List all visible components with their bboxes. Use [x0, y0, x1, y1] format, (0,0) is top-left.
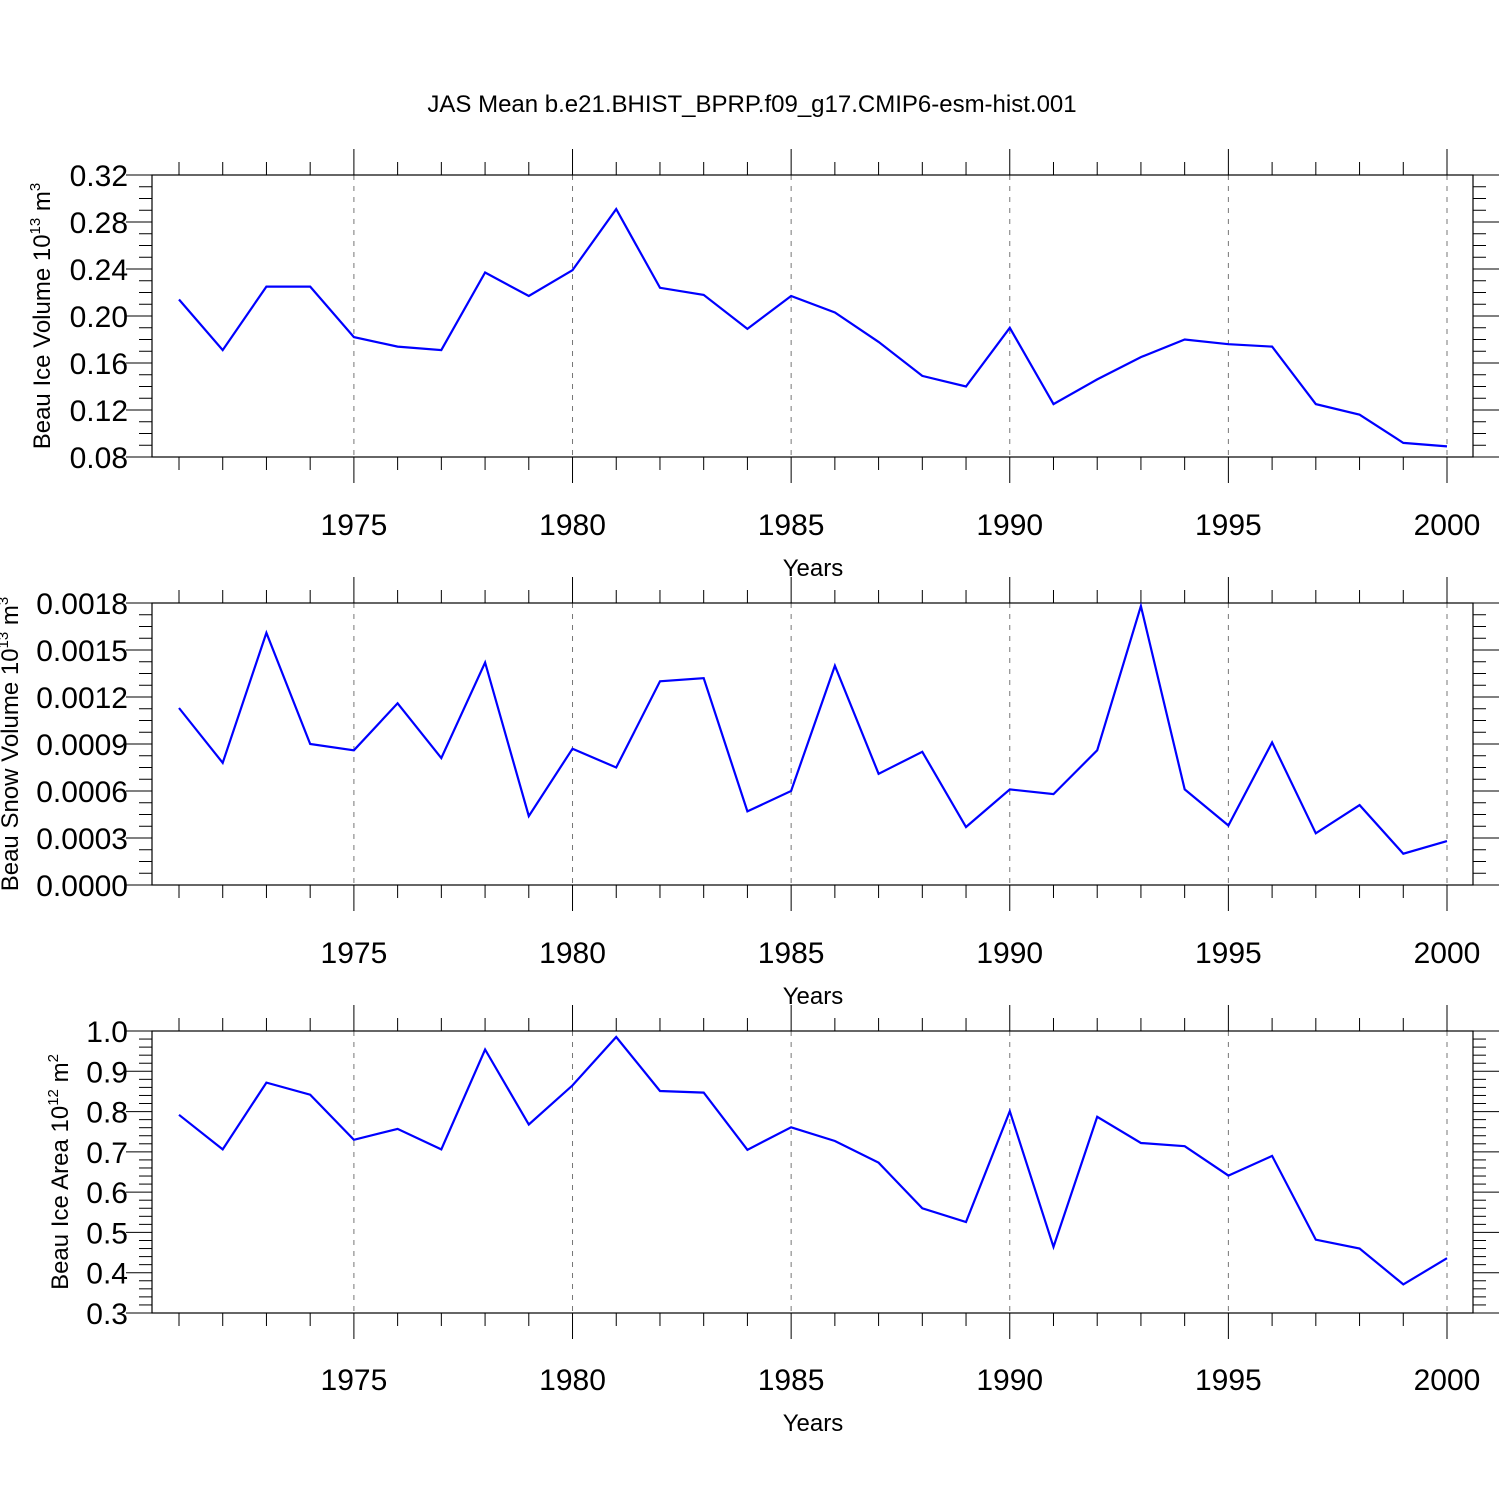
- series-line: [178, 601, 1448, 855]
- y-tick-label: 0.8: [86, 1097, 128, 1130]
- y-tick-label: 0.0003: [36, 823, 128, 856]
- x-tick-label: 1975: [321, 937, 388, 970]
- y-tick-label: 0.0009: [36, 729, 128, 762]
- y-tick-label: 0.28: [70, 207, 128, 240]
- x-tick-label: 1995: [1195, 1364, 1262, 1397]
- y-tick-label: 0.0006: [36, 776, 128, 809]
- x-tick-label: 1990: [976, 1364, 1043, 1397]
- y-tick-label: 0.32: [70, 160, 128, 193]
- y-axis-title-superscript: 13: [0, 632, 12, 649]
- series-line: [178, 1035, 1448, 1286]
- y-tick-label: 0.12: [70, 395, 128, 428]
- x-tick-label: 1995: [1195, 937, 1262, 970]
- y-tick-label: 0.5: [86, 1217, 128, 1250]
- x-tick-label: 2000: [1414, 937, 1481, 970]
- plot-frame: [151, 174, 1474, 458]
- y-tick-label: 0.0018: [36, 588, 128, 621]
- x-tick-label: 1985: [758, 1364, 825, 1397]
- y-axis-title-superscript: 3: [0, 597, 12, 605]
- chart-panel-3: 0.3 0.4 0.5 0.6 0.7 0.8 0.9 1.0 1975 1980 1985 1990…: [45, 1005, 1499, 1437]
- y-axis-title-part: m: [47, 1062, 74, 1089]
- series-line: [178, 207, 1448, 448]
- y-axis-title: Beau Ice Volume 1013 m3: [27, 183, 56, 450]
- y-axis-title-part: m: [29, 191, 56, 218]
- plot-frame: [151, 1030, 1474, 1314]
- x-tick-label: 1980: [539, 937, 606, 970]
- x-tick-label: 1990: [976, 937, 1043, 970]
- x-tick-label: 1980: [539, 509, 606, 542]
- y-axis-title-part: m: [0, 605, 24, 632]
- y-axis-title: Beau Ice Area 1012 m2: [45, 1054, 74, 1290]
- x-tick-label: 1975: [321, 509, 388, 542]
- y-tick-label: 0.6: [86, 1177, 128, 1210]
- x-tick-label: 1990: [976, 509, 1043, 542]
- y-axis-title-superscript: 3: [27, 183, 44, 191]
- y-tick-label: 0.20: [70, 301, 128, 334]
- y-axis-title-superscript: 2: [45, 1054, 62, 1062]
- y-axis-title: Beau Snow Volume 1013 m3: [0, 597, 24, 892]
- plot-frame: [151, 602, 1474, 886]
- x-tick-label: 1980: [539, 1364, 606, 1397]
- x-tick-label: 2000: [1414, 1364, 1481, 1397]
- x-axis-title: Years: [783, 983, 844, 1010]
- y-tick-label: 0.9: [86, 1056, 128, 1089]
- y-tick-label: 0.16: [70, 348, 128, 381]
- y-tick-label: 0.24: [70, 254, 128, 287]
- y-tick-label: 0.0000: [36, 870, 128, 903]
- x-axis-title: Years: [783, 1410, 844, 1437]
- y-tick-label: 0.08: [70, 442, 128, 475]
- y-tick-label: 1.0: [86, 1016, 128, 1049]
- y-axis-title-superscript: 13: [27, 218, 44, 235]
- y-tick-label: 0.4: [86, 1258, 128, 1291]
- x-tick-label: 1985: [758, 509, 825, 542]
- x-tick-label: 2000: [1414, 509, 1481, 542]
- y-axis-title-part: Beau Snow Volume 10: [0, 648, 24, 891]
- y-axis-title-part: Beau Ice Volume 10: [29, 234, 56, 449]
- x-axis-title: Years: [783, 555, 844, 582]
- y-tick-label: 0.0012: [36, 682, 128, 715]
- x-tick-label: 1995: [1195, 509, 1262, 542]
- y-tick-label: 0.0015: [36, 635, 128, 668]
- x-tick-label: 1985: [758, 937, 825, 970]
- chart-panel-2: 0.0000 0.0003 0.0006 0.0009 0.0012 0.0015 0.00…: [0, 577, 1499, 1010]
- y-tick-label: 0.3: [86, 1298, 128, 1331]
- y-tick-label: 0.7: [86, 1137, 128, 1170]
- y-axis-title-superscript: 12: [45, 1089, 62, 1106]
- page-title: JAS Mean b.e21.BHIST_BPRP.f09_g17.CMIP6-…: [427, 91, 1076, 118]
- y-axis-title-part: Beau Ice Area 10: [47, 1106, 74, 1290]
- x-tick-label: 1975: [321, 1364, 388, 1397]
- chart-panel-1: 0.08 0.12 0.16 0.20 0.24 0.28 0.32 1975 1980 1985…: [27, 149, 1499, 582]
